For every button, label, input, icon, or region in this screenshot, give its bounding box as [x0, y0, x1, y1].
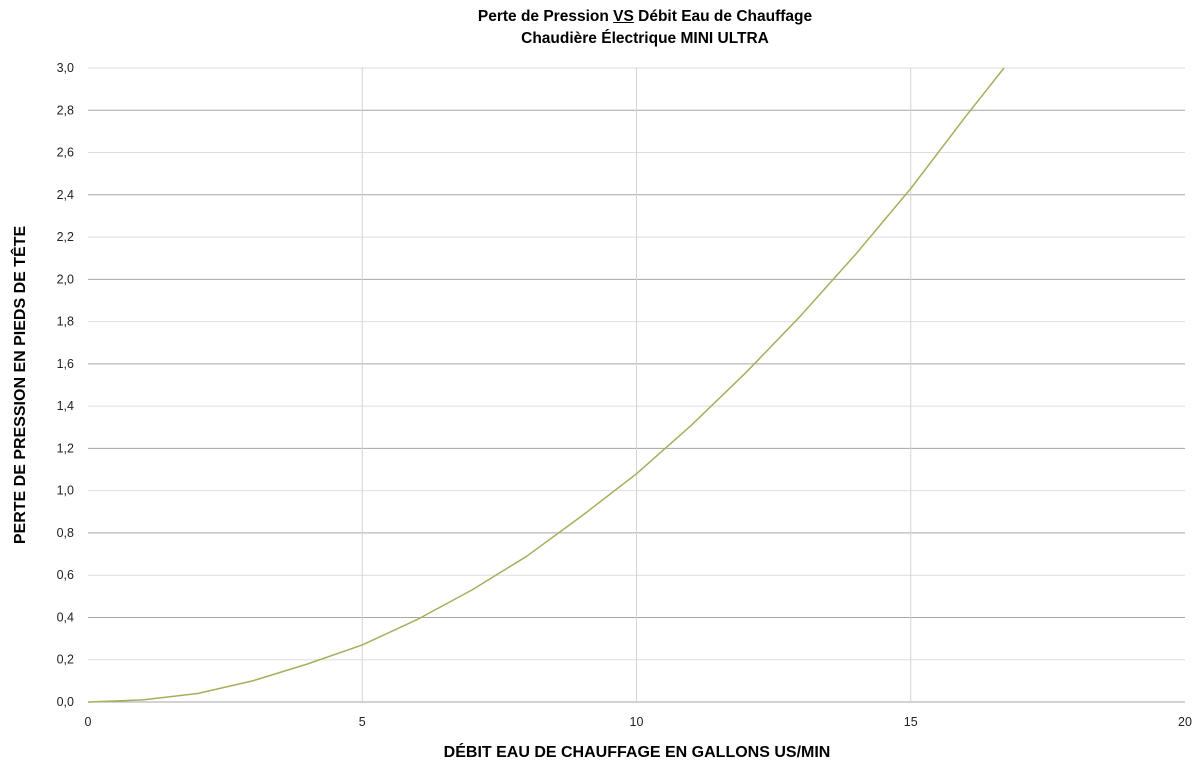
chart-subtitle: Chaudière Électrique MINI ULTRA	[521, 30, 769, 47]
y-tick-label: 0,8	[57, 526, 74, 540]
y-tick-label: 0,6	[57, 568, 74, 582]
title-vs: VS	[613, 8, 634, 25]
y-tick-label: 1,8	[57, 315, 74, 329]
series-line	[87, 67, 1005, 703]
y-tick-label: 2,4	[57, 188, 74, 202]
y-tick-label: 2,6	[57, 146, 74, 160]
y-tick-label: 1,0	[57, 484, 74, 498]
title-part-1: Perte de Pression	[477, 8, 614, 25]
y-tick-label: 1,6	[57, 357, 74, 371]
x-tick-label: 5	[359, 715, 366, 729]
y-tick-label: 2,0	[57, 272, 74, 286]
y-tick-label: 1,2	[57, 441, 74, 455]
series-layer	[87, 67, 1005, 703]
y-axis-title: PERTE DE PRESSION EN PIEDS DE TÊTE	[10, 226, 29, 545]
y-tick-label: 2,8	[57, 103, 74, 117]
chart-title: Perte de Pression VS Débit Eau de Chauff…	[0, 6, 1200, 50]
x-tick-label: 0	[85, 715, 92, 729]
x-tick-label: 15	[904, 715, 918, 729]
title-part-2: Débit Eau de Chauffage	[633, 8, 813, 25]
y-tick-label: 0,4	[57, 610, 74, 624]
y-tick-label: 2,2	[57, 230, 74, 244]
y-tick-label: 1,4	[57, 399, 74, 413]
x-tick-label: 10	[630, 715, 644, 729]
y-tick-label: 3,0	[57, 61, 74, 75]
tick-labels: 0,0 0,2 0,4 0,6 0,8 1,0 1,2 1,4 1,6 1,8 2,0 2,2 2,4 2…	[57, 61, 1192, 729]
y-tick-label: 0,2	[57, 653, 74, 667]
x-tick-label: 20	[1178, 715, 1192, 729]
x-axis-title: DÉBIT EAU DE CHAUFFAGE EN GALLONS US/MIN	[444, 742, 831, 761]
y-tick-label: 0,0	[57, 695, 74, 709]
title-line-1: Perte de Pression VS Débit Eau de Chauff…	[0, 6, 1200, 28]
grid-lines	[88, 67, 1185, 703]
